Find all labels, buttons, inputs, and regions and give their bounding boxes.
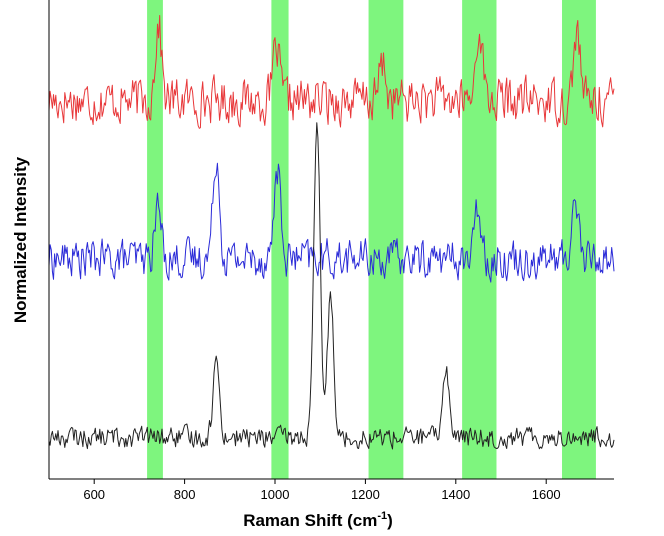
highlight-band-2: [271, 0, 289, 479]
x-tick-label: 800: [174, 487, 196, 502]
series-line-3: [48, 122, 615, 450]
spectra-series: [48, 15, 615, 450]
x-tick-label: 1400: [441, 487, 470, 502]
highlight-band-5: [562, 0, 596, 479]
x-axis-title: Raman Shift (cm-1): [243, 510, 393, 530]
highlight-band-3: [368, 0, 404, 479]
x-tick-label: 1000: [261, 487, 290, 502]
axes: [48, 0, 614, 480]
highlight-band-4: [462, 0, 497, 479]
x-tick-label: 1200: [351, 487, 380, 502]
series-line-1: [48, 15, 615, 129]
highlight-bands: [147, 0, 596, 479]
x-tick-label: 600: [83, 487, 105, 502]
x-tick-label: 1600: [532, 487, 561, 502]
series-line-2: [48, 162, 615, 283]
x-tick-labels: 600 800 1000 1200 1400 1600: [83, 479, 561, 502]
y-axis-title: Normalized Intensity: [11, 156, 30, 323]
